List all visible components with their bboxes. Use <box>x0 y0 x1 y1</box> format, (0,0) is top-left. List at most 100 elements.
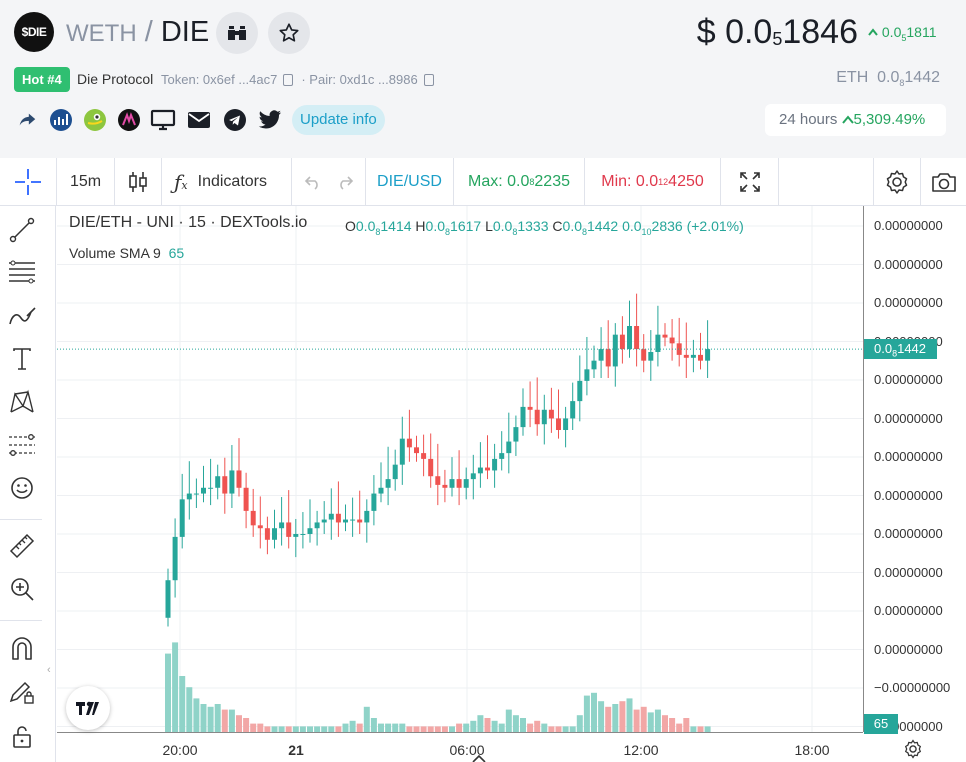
undo-icon[interactable] <box>304 174 322 190</box>
candle-body <box>499 453 505 459</box>
volume-bar <box>576 715 583 732</box>
fullscreen-button[interactable] <box>721 158 779 205</box>
candle-body <box>208 487 214 489</box>
candle-body <box>563 418 569 430</box>
volume-bar <box>477 715 484 732</box>
favorite-button[interactable] <box>268 12 310 54</box>
volume-bar <box>541 723 548 732</box>
arrow-up-icon <box>868 28 878 36</box>
y-tick-label: 0.00000000 <box>874 372 943 387</box>
candle-body <box>442 484 448 488</box>
token-price: $ 0.051846 <box>696 13 858 51</box>
scroll-marker-icon[interactable] <box>472 754 486 762</box>
chart-toolbar: 15m ƒx Indicators DIE/USD Max: 0.0 8 2235 … <box>0 158 966 206</box>
text-tool[interactable] <box>6 343 38 375</box>
emoji-tool[interactable] <box>6 472 38 504</box>
candle-body <box>470 473 476 480</box>
website-icon[interactable] <box>149 106 177 134</box>
candlestick-plot[interactable] <box>57 206 863 732</box>
multichain-icon[interactable] <box>115 106 143 134</box>
twitter-icon[interactable] <box>256 106 284 134</box>
period-change[interactable]: 24 hours 5,309.49% <box>765 104 946 136</box>
candle-body <box>541 409 547 425</box>
trend-line-tool[interactable] <box>6 214 38 246</box>
chart-type-button[interactable] <box>115 158 162 205</box>
price-axis[interactable]: 0.00000000 −0.00000000 0.00000000 0.0000000… <box>863 206 966 734</box>
indicators-button[interactable]: ƒx Indicators <box>162 158 292 205</box>
volume-bar <box>186 687 193 732</box>
volume-bar <box>370 718 377 732</box>
interval-selector[interactable]: 15m <box>57 158 115 205</box>
prediction-tool[interactable] <box>6 429 38 461</box>
project-name: Die Protocol <box>77 71 154 87</box>
redo-icon[interactable] <box>336 174 354 190</box>
volume-bar <box>441 726 448 732</box>
time-axis[interactable]: 20:00 21 06:00 12:00 18:00 <box>57 732 922 762</box>
volume-bar <box>207 706 214 732</box>
volume-bar <box>385 723 392 732</box>
candle-body <box>201 487 206 494</box>
volume-bar <box>640 706 647 732</box>
chart-settings-icon[interactable] <box>903 739 923 759</box>
volume-bar <box>278 726 285 732</box>
email-icon[interactable] <box>185 106 213 134</box>
lock-all-tool[interactable] <box>6 721 38 753</box>
volume-bar <box>605 706 612 732</box>
y-tick-label: −0.00000000 <box>874 680 951 695</box>
coingecko-icon[interactable] <box>81 106 109 134</box>
text-icon <box>13 348 31 370</box>
candle-body <box>243 487 249 511</box>
ohlc-values: O0.081414 H0.081617 L0.081333 C0.081442 … <box>345 218 744 237</box>
measure-tool[interactable] <box>6 530 38 562</box>
tradingview-logo[interactable] <box>66 686 110 730</box>
update-info-button[interactable]: Update info <box>292 105 385 135</box>
candle-body <box>492 458 498 471</box>
volume-bar <box>697 726 704 732</box>
crosshair-tool[interactable] <box>0 158 57 205</box>
x-tick-label: 06:00 <box>449 742 485 758</box>
candle-body <box>286 522 292 537</box>
candle-body <box>186 493 192 500</box>
hot-badge[interactable]: Hot #4 <box>14 67 70 92</box>
candle-body <box>321 519 327 523</box>
volume-bar <box>264 726 271 732</box>
trend-line-icon <box>9 217 35 243</box>
undo-redo <box>292 158 366 205</box>
volume-bar <box>292 726 299 732</box>
candle-body <box>591 360 597 370</box>
candle-body <box>449 479 455 488</box>
volume-bar <box>179 676 186 732</box>
candle-body <box>456 479 462 488</box>
volume-bar <box>683 718 690 732</box>
zoom-tool[interactable] <box>6 573 38 605</box>
volume-bar <box>498 723 505 732</box>
share-icon[interactable] <box>13 106 41 134</box>
volume-bar <box>512 715 519 732</box>
telegram-icon[interactable] <box>221 106 249 134</box>
collapse-toolbar-icon[interactable]: ‹ <box>47 664 51 676</box>
pattern-tool[interactable] <box>6 386 38 418</box>
brush-tool[interactable] <box>6 300 38 332</box>
fib-tool[interactable] <box>6 256 38 288</box>
settings-button[interactable] <box>873 158 921 205</box>
price-chart[interactable]: DIE/ETH - UNI · 15 · DEXTools.io O0.0814… <box>47 206 966 762</box>
candle-body <box>215 476 221 488</box>
currency-toggle[interactable]: DIE/USD <box>366 158 454 205</box>
magnet-tool[interactable] <box>6 633 38 665</box>
volume-bar <box>463 723 470 732</box>
last-price-label: 0.081442 <box>864 339 937 360</box>
compare-button[interactable] <box>216 12 258 54</box>
candle-body <box>250 510 256 526</box>
volume-bar <box>378 723 384 732</box>
candle-body <box>435 476 441 485</box>
volume-bar <box>484 718 491 732</box>
lock-drawings-tool[interactable] <box>6 676 38 708</box>
chart-stats-icon[interactable] <box>47 106 75 134</box>
candle-body <box>272 528 277 540</box>
crosshair-icon <box>15 168 41 195</box>
screenshot-button[interactable] <box>921 158 966 205</box>
copy-pair-icon[interactable] <box>423 73 434 86</box>
copy-token-icon[interactable] <box>283 73 294 86</box>
volume-bar <box>221 709 228 732</box>
pair-title: WETH / DIE <box>66 14 209 52</box>
